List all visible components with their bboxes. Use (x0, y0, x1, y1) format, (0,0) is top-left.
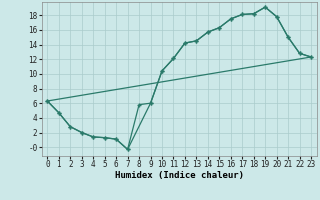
X-axis label: Humidex (Indice chaleur): Humidex (Indice chaleur) (115, 171, 244, 180)
